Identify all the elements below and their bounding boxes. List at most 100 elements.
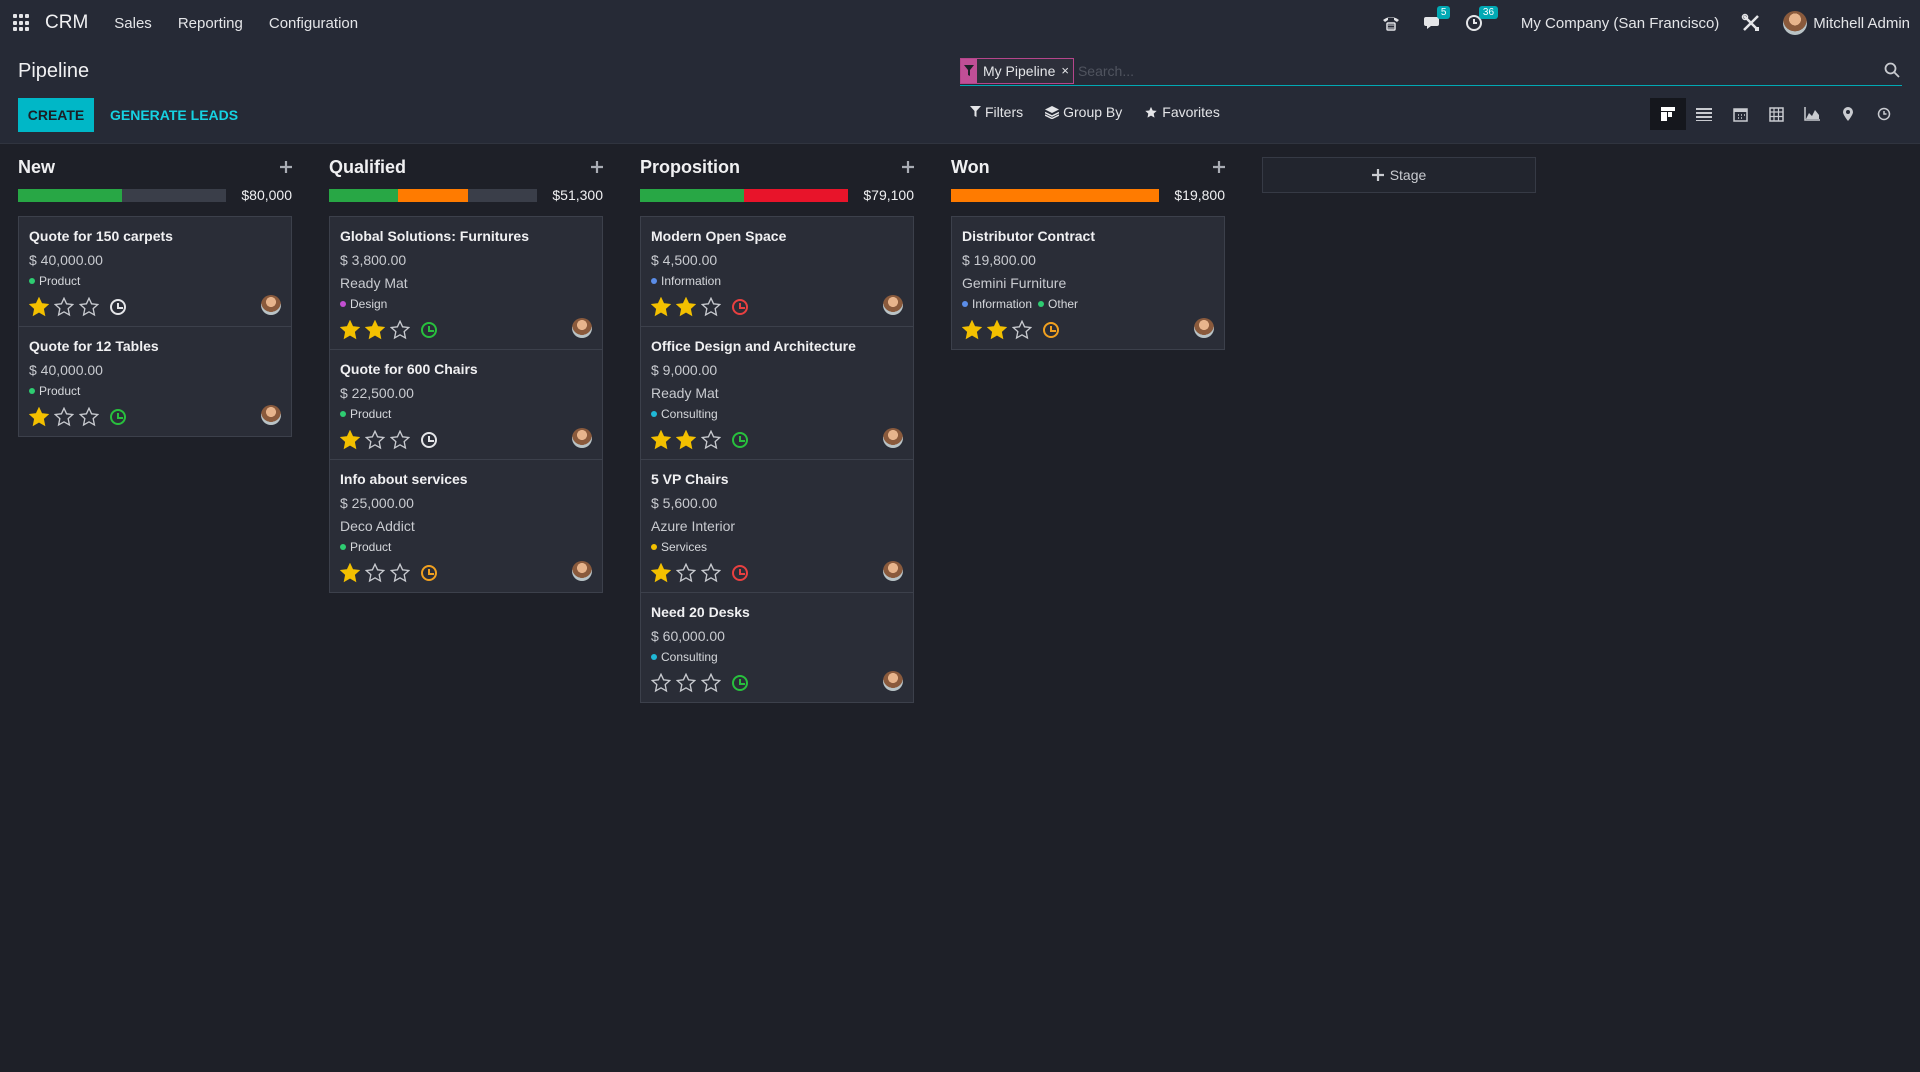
quick-create-plus-icon[interactable] xyxy=(280,157,292,178)
create-button[interactable]: CREATE xyxy=(18,98,94,132)
priority-star-icon[interactable] xyxy=(29,297,49,317)
activity-clock-icon[interactable] xyxy=(732,299,748,315)
priority-star-icon[interactable] xyxy=(676,673,696,693)
column-title[interactable]: Qualified xyxy=(329,156,407,177)
apps-menu-icon[interactable] xyxy=(13,14,31,32)
priority-star-icon[interactable] xyxy=(365,430,385,450)
kanban-card[interactable]: Modern Open Space $ 4,500.00 Information xyxy=(641,217,913,327)
kanban-card[interactable]: Global Solutions: Furnitures $ 3,800.00 … xyxy=(330,217,602,350)
progress-segment[interactable] xyxy=(18,188,122,202)
activity-clock-icon[interactable] xyxy=(421,322,437,338)
salesperson-avatar[interactable] xyxy=(261,295,281,315)
quick-create-plus-icon[interactable] xyxy=(902,157,914,178)
calendar-view-icon[interactable] xyxy=(1722,98,1758,130)
priority-star-icon[interactable] xyxy=(390,320,410,340)
kanban-card[interactable]: Quote for 150 carpets $ 40,000.00 Produc… xyxy=(19,217,291,327)
groupby-dropdown[interactable]: Group By xyxy=(1045,104,1122,120)
priority-star-icon[interactable] xyxy=(676,430,696,450)
graph-view-icon[interactable] xyxy=(1794,98,1830,130)
column-title[interactable]: Won xyxy=(951,156,990,177)
kanban-card[interactable]: Quote for 12 Tables $ 40,000.00 Product xyxy=(19,327,291,436)
progress-segment[interactable] xyxy=(640,188,744,202)
add-stage-button[interactable]: Stage xyxy=(1262,157,1536,193)
priority-star-icon[interactable] xyxy=(340,430,360,450)
column-title[interactable]: New xyxy=(18,156,56,177)
priority-star-icon[interactable] xyxy=(651,297,671,317)
priority-star-icon[interactable] xyxy=(701,563,721,583)
quick-create-plus-icon[interactable] xyxy=(1213,157,1225,178)
salesperson-avatar[interactable] xyxy=(883,428,903,448)
filters-dropdown[interactable]: Filters xyxy=(970,104,1023,120)
kanban-card[interactable]: 5 VP Chairs $ 5,600.00 Azure Interior Se… xyxy=(641,460,913,593)
progress-segment[interactable] xyxy=(951,188,1159,202)
progress-segment[interactable] xyxy=(329,188,398,202)
kanban-card[interactable]: Quote for 600 Chairs $ 22,500.00 Product xyxy=(330,350,602,460)
voip-phone-icon[interactable] xyxy=(1381,14,1401,32)
priority-star-icon[interactable] xyxy=(701,673,721,693)
activities-clock-icon[interactable]: 36 xyxy=(1465,6,1499,32)
salesperson-avatar[interactable] xyxy=(261,405,281,425)
progress-segment[interactable] xyxy=(397,188,469,202)
salesperson-avatar[interactable] xyxy=(572,318,592,338)
favorites-dropdown[interactable]: Favorites xyxy=(1144,104,1220,120)
priority-star-icon[interactable] xyxy=(29,407,49,427)
activity-clock-icon[interactable] xyxy=(732,432,748,448)
salesperson-avatar[interactable] xyxy=(572,428,592,448)
priority-star-icon[interactable] xyxy=(54,297,74,317)
activity-view-icon[interactable] xyxy=(1866,98,1902,130)
priority-star-icon[interactable] xyxy=(676,297,696,317)
priority-star-icon[interactable] xyxy=(962,320,982,340)
priority-star-icon[interactable] xyxy=(340,563,360,583)
map-view-icon[interactable] xyxy=(1830,98,1866,130)
user-menu[interactable]: Mitchell Admin xyxy=(1783,11,1910,35)
kanban-card[interactable]: Distributor Contract $ 19,800.00 Gemini … xyxy=(952,217,1224,349)
priority-star-icon[interactable] xyxy=(365,563,385,583)
priority-star-icon[interactable] xyxy=(79,297,99,317)
salesperson-avatar[interactable] xyxy=(883,671,903,691)
menu-configuration[interactable]: Configuration xyxy=(268,14,359,32)
priority-star-icon[interactable] xyxy=(651,563,671,583)
priority-star-icon[interactable] xyxy=(1012,320,1032,340)
priority-star-icon[interactable] xyxy=(390,563,410,583)
activity-clock-icon[interactable] xyxy=(421,432,437,448)
list-view-icon[interactable] xyxy=(1686,98,1722,130)
priority-star-icon[interactable] xyxy=(987,320,1007,340)
progress-segment[interactable] xyxy=(744,188,848,202)
generate-leads-button[interactable]: GENERATE LEADS xyxy=(110,107,239,123)
kanban-view-icon[interactable] xyxy=(1650,98,1686,130)
priority-star-icon[interactable] xyxy=(340,320,360,340)
column-title[interactable]: Proposition xyxy=(640,156,740,177)
salesperson-avatar[interactable] xyxy=(572,561,592,581)
priority-star-icon[interactable] xyxy=(54,407,74,427)
priority-star-icon[interactable] xyxy=(79,407,99,427)
kanban-card[interactable]: Info about services $ 25,000.00 Deco Add… xyxy=(330,460,602,592)
pivot-view-icon[interactable] xyxy=(1758,98,1794,130)
priority-star-icon[interactable] xyxy=(365,320,385,340)
menu-sales[interactable]: Sales xyxy=(114,14,152,32)
priority-star-icon[interactable] xyxy=(676,563,696,583)
activity-clock-icon[interactable] xyxy=(110,299,126,315)
app-brand[interactable]: CRM xyxy=(45,12,89,33)
priority-star-icon[interactable] xyxy=(701,297,721,317)
kanban-card[interactable]: Office Design and Architecture $ 9,000.0… xyxy=(641,327,913,460)
search-input[interactable] xyxy=(1077,62,1838,79)
quick-create-plus-icon[interactable] xyxy=(591,157,603,178)
facet-remove-icon[interactable]: × xyxy=(1061,63,1069,78)
priority-star-icon[interactable] xyxy=(651,430,671,450)
activity-clock-icon[interactable] xyxy=(1043,322,1059,338)
activity-clock-icon[interactable] xyxy=(421,565,437,581)
kanban-card[interactable]: Need 20 Desks $ 60,000.00 Consulting xyxy=(641,593,913,702)
priority-star-icon[interactable] xyxy=(701,430,721,450)
priority-star-icon[interactable] xyxy=(390,430,410,450)
salesperson-avatar[interactable] xyxy=(1194,318,1214,338)
menu-reporting[interactable]: Reporting xyxy=(177,14,243,32)
company-switcher[interactable]: My Company (San Francisco) xyxy=(1520,14,1720,32)
activity-clock-icon[interactable] xyxy=(732,565,748,581)
salesperson-avatar[interactable] xyxy=(883,561,903,581)
debug-tools-icon[interactable] xyxy=(1741,13,1761,33)
salesperson-avatar[interactable] xyxy=(883,295,903,315)
activity-clock-icon[interactable] xyxy=(732,675,748,691)
search-icon[interactable] xyxy=(1884,62,1900,83)
messages-icon[interactable]: 5 xyxy=(1423,6,1451,32)
priority-star-icon[interactable] xyxy=(651,673,671,693)
